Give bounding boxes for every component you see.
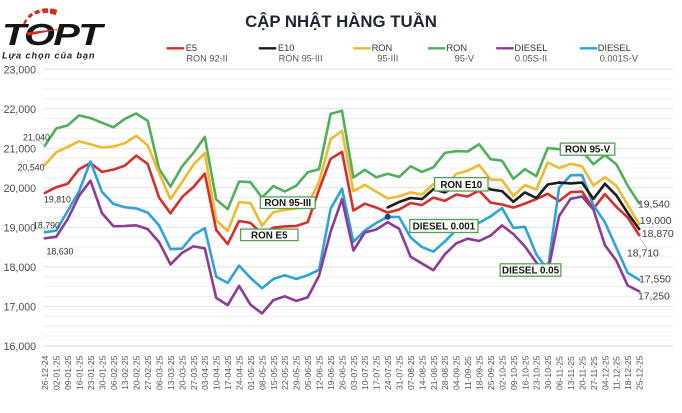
svg-text:28-08-25: 28-08-25 [440,355,450,390]
svg-text:18,710: 18,710 [627,249,659,260]
svg-text:RON 95-III: RON 95-III [264,198,311,209]
svg-text:31-07-25: 31-07-25 [395,355,405,390]
svg-text:20,000: 20,000 [4,183,37,195]
svg-text:27-11-25: 27-11-25 [589,356,599,390]
svg-text:20-11-25: 20-11-25 [577,356,587,390]
svg-text:RON: RON [372,43,393,53]
svg-text:22,000: 22,000 [4,104,37,116]
svg-text:19,000: 19,000 [640,216,672,227]
svg-text:RON E10: RON E10 [440,180,482,191]
svg-text:02-10-25: 02-10-25 [497,355,507,390]
svg-text:03-07-25: 03-07-25 [349,355,359,390]
svg-text:11-12-25: 11-12-25 [612,356,622,390]
svg-text:07-08-25: 07-08-25 [406,355,416,390]
svg-text:17-07-25: 17-07-25 [372,355,382,390]
svg-text:RON 92-II: RON 92-II [186,54,227,64]
svg-text:E10: E10 [278,43,295,53]
svg-text:08-05-25: 08-05-25 [257,355,267,390]
svg-text:21,000: 21,000 [4,143,37,155]
svg-text:23-10-25: 23-10-25 [532,355,542,390]
svg-text:15-05-25: 15-05-25 [269,355,279,390]
svg-text:10-04-25: 10-04-25 [212,355,222,390]
svg-text:06-11-25: 06-11-25 [555,356,565,390]
svg-text:13-03-25: 13-03-25 [166,355,176,390]
svg-text:27-02-25: 27-02-25 [143,355,153,390]
svg-text:24-07-25: 24-07-25 [383,355,393,390]
svg-text:16,000: 16,000 [4,341,37,353]
svg-text:30-01-25: 30-01-25 [97,355,107,390]
svg-text:19-06-25: 19-06-25 [326,355,336,390]
svg-text:06-02-25: 06-02-25 [109,355,119,390]
svg-text:17,250: 17,250 [638,292,670,303]
svg-text:20,540: 20,540 [18,163,45,173]
svg-text:E5: E5 [186,43,197,53]
svg-text:11-09-25: 11-09-25 [463,356,473,390]
svg-text:16-10-25: 16-10-25 [520,355,530,390]
svg-text:95-V: 95-V [455,54,475,64]
svg-text:18-09-25: 18-09-25 [475,355,485,390]
svg-text:12-06-25: 12-06-25 [315,355,325,390]
svg-text:RON E5: RON E5 [251,230,288,241]
svg-text:17-04-25: 17-04-25 [223,355,233,390]
svg-text:20-03-25: 20-03-25 [177,355,187,390]
svg-text:09-01-25: 09-01-25 [63,355,73,390]
svg-text:TOPT: TOPT [2,17,106,52]
svg-text:05-06-25: 05-06-25 [303,355,313,390]
svg-text:20-02-25: 20-02-25 [132,355,142,390]
svg-text:19,540: 19,540 [638,200,670,211]
svg-text:DIESEL: DIESEL [598,43,631,53]
svg-text:23-01-25: 23-01-25 [86,355,96,390]
svg-text:DIESEL: DIESEL [514,43,547,53]
svg-text:RON: RON [446,43,467,53]
svg-text:06-03-25: 06-03-25 [155,355,165,390]
svg-text:0.05S-II: 0.05S-II [515,54,547,64]
svg-text:95-III: 95-III [377,54,398,64]
svg-text:18,630: 18,630 [47,247,74,257]
svg-text:03-04-25: 03-04-25 [200,355,210,390]
svg-text:02-01-25: 02-01-25 [52,355,62,390]
svg-text:13-02-25: 13-02-25 [120,355,130,390]
svg-text:04-09-25: 04-09-25 [452,355,462,390]
svg-text:25-09-25: 25-09-25 [486,355,496,390]
svg-text:DIESEL 0.001: DIESEL 0.001 [413,222,476,233]
svg-text:16-01-25: 16-01-25 [75,355,85,390]
svg-text:22-05-25: 22-05-25 [280,355,290,390]
svg-text:01-05-25: 01-05-25 [246,355,256,390]
svg-text:26-06-25: 26-06-25 [337,355,347,390]
svg-text:CẬP NHẬT HÀNG TUẦN: CẬP NHẬT HÀNG TUẦN [245,12,437,31]
svg-text:18,000: 18,000 [4,262,37,274]
svg-text:23,000: 23,000 [4,64,37,76]
svg-text:09-10-25: 09-10-25 [509,355,519,390]
svg-text:21-08-25: 21-08-25 [429,355,439,390]
svg-text:19,000: 19,000 [4,223,37,235]
svg-text:10-07-25: 10-07-25 [360,355,370,390]
svg-text:27-03-25: 27-03-25 [189,355,199,390]
svg-text:DIESEL 0.05: DIESEL 0.05 [502,266,560,277]
svg-text:RON 95-V: RON 95-V [565,145,611,156]
svg-text:24-04-25: 24-04-25 [235,355,245,390]
svg-text:25-12-25: 25-12-25 [635,355,645,390]
svg-text:21,040: 21,040 [23,133,50,143]
svg-text:26-12-24: 26-12-24 [40,355,50,390]
svg-text:Lựa chọn của bạn: Lựa chọn của bạn [2,51,95,61]
svg-text:18,870: 18,870 [642,229,674,240]
svg-text:30-10-25: 30-10-25 [543,355,553,390]
svg-text:17,550: 17,550 [639,274,671,285]
svg-text:13-11-25: 13-11-25 [566,356,576,390]
svg-text:04-12-25: 04-12-25 [600,355,610,390]
svg-text:29-05-25: 29-05-25 [292,355,302,390]
svg-text:19,810: 19,810 [44,195,71,205]
svg-text:14-08-25: 14-08-25 [417,355,427,390]
svg-text:18-12-25: 18-12-25 [623,355,633,390]
svg-text:17,000: 17,000 [4,302,37,314]
svg-text:18,790: 18,790 [33,221,60,231]
svg-text:RON 95-III: RON 95-III [279,54,323,64]
svg-text:0.001S-V: 0.001S-V [600,54,639,64]
